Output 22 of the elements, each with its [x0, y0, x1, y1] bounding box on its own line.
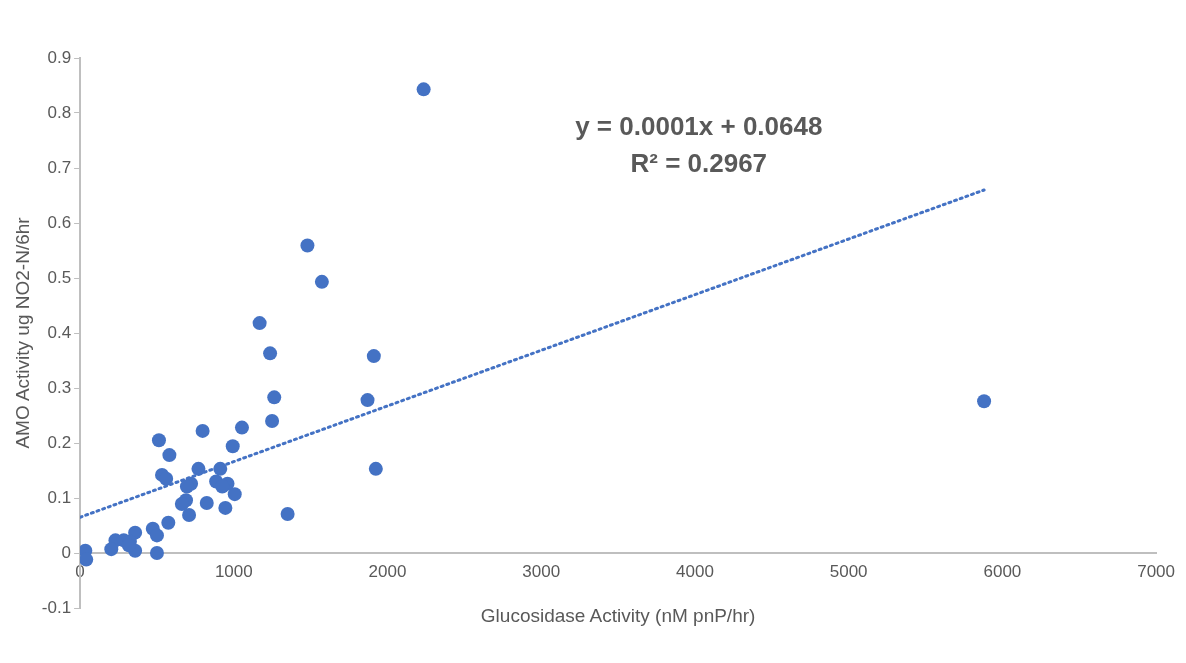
x-tick-label: 5000: [829, 561, 868, 581]
x-tick-label: 6000: [983, 561, 1022, 581]
y-axis-title: AMO Activity ug NO2-N/6hr: [11, 216, 33, 449]
y-tick-label: 0: [61, 542, 72, 562]
x-tick-label: 7000: [1137, 561, 1175, 581]
x-tick-label: 2000: [368, 561, 407, 581]
y-tick-label: 0.6: [47, 212, 72, 232]
y-tick-label: 0.2: [47, 432, 72, 452]
x-axis-title: Glucosidase Activity (nM pnP/hr): [480, 605, 756, 627]
y-tick-label: 0.1: [47, 487, 72, 507]
x-tick-label: 1000: [214, 561, 253, 581]
y-tick-label: 0.7: [47, 157, 72, 177]
y-tick-label: 0.4: [47, 322, 72, 342]
x-tick-label: 3000: [522, 561, 561, 581]
y-tick-label: 0.5: [47, 267, 72, 287]
annotation: R² = 0.2967: [630, 148, 768, 179]
x-tick-label: 4000: [676, 561, 714, 581]
y-tick-label: 0.3: [47, 377, 72, 397]
y-tick-label: 0.9: [47, 47, 72, 67]
annotation: y = 0.0001x + 0.0648: [575, 111, 823, 142]
y-tick-label: 0.8: [47, 102, 72, 122]
y-tick-label: -0.1: [41, 597, 72, 617]
